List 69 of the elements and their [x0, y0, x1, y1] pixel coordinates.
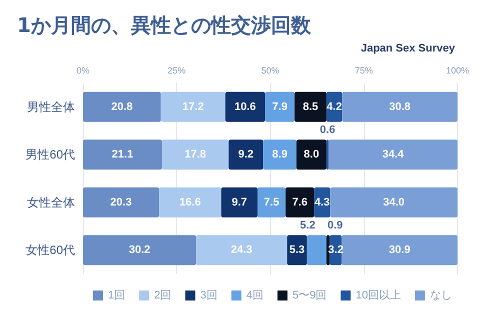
bar [286, 187, 314, 218]
data-label: 0.9 [327, 220, 343, 232]
bar [160, 92, 226, 122]
bar [294, 92, 326, 122]
data-label: 20.8 [111, 100, 133, 113]
data-label: 7.5 [264, 196, 280, 208]
data-label: 21.1 [112, 148, 134, 161]
y-tick-label: 男性全体 [27, 100, 75, 114]
data-label: 17.2 [182, 100, 204, 113]
data-label: 8.0 [304, 148, 320, 161]
y-tick-label: 女性60代 [26, 243, 75, 258]
bar [221, 187, 258, 218]
legend-label: 2回 [154, 290, 172, 302]
data-label: 0.6 [320, 124, 336, 136]
bar [342, 92, 458, 122]
bar [159, 187, 222, 218]
bar [162, 140, 229, 170]
bar [326, 140, 329, 170]
data-label: 5.3 [289, 244, 305, 256]
data-label: 30.9 [388, 244, 410, 256]
chart-subtitle: Japan Sex Survey [360, 42, 456, 54]
bar [196, 235, 288, 266]
data-label: 8.5 [302, 100, 318, 113]
data-label: 30.2 [128, 244, 150, 256]
data-label: 16.6 [179, 196, 201, 208]
bar [263, 140, 296, 170]
bar [328, 140, 458, 170]
data-label: 20.3 [110, 196, 132, 208]
x-tick-label: 25% [168, 66, 186, 76]
x-tick-label: 0% [76, 66, 90, 76]
data-label: 4.2 [326, 100, 342, 113]
data-label: 7.9 [272, 100, 288, 113]
bar [83, 187, 160, 218]
data-label: 5.2 [300, 220, 316, 232]
legend-label: 5〜9回 [292, 290, 327, 302]
bar [228, 140, 264, 170]
data-label: 34.0 [383, 196, 405, 208]
bar [296, 140, 326, 170]
y-tick-label: 女性全体 [27, 195, 75, 210]
bar [225, 92, 266, 122]
data-label: 7.6 [292, 196, 308, 208]
legend-label: なし [430, 290, 452, 302]
y-tick-label: 男性60代 [26, 148, 75, 162]
bar [342, 235, 458, 266]
legend-label: 1回 [108, 290, 126, 302]
bar [265, 92, 295, 122]
x-tick-label: 100% [446, 66, 470, 76]
bar [83, 140, 162, 170]
data-label: 17.8 [184, 148, 206, 161]
data-label: 30.8 [389, 100, 411, 113]
legend-label: 10回以上 [356, 288, 401, 302]
legend-label: 4回 [246, 290, 264, 302]
data-label: 34.4 [382, 148, 405, 161]
data-label: 9.7 [232, 196, 247, 208]
bar [326, 235, 330, 266]
legend-label: 3回 [200, 290, 218, 302]
chart-title: 1か月間の、異性との性交渉回数 [17, 13, 312, 37]
bar [330, 187, 458, 218]
x-tick-label: 75% [354, 66, 373, 76]
data-label: 10.6 [234, 100, 256, 113]
bar [306, 235, 326, 266]
bar [83, 92, 161, 122]
bar [83, 235, 196, 266]
x-tick-label: 50% [261, 66, 280, 76]
data-label: 9.2 [238, 148, 254, 161]
bar [258, 187, 286, 218]
data-label: 8.9 [272, 148, 288, 161]
data-label: 4.3 [314, 196, 330, 208]
data-label: 24.3 [230, 244, 252, 256]
